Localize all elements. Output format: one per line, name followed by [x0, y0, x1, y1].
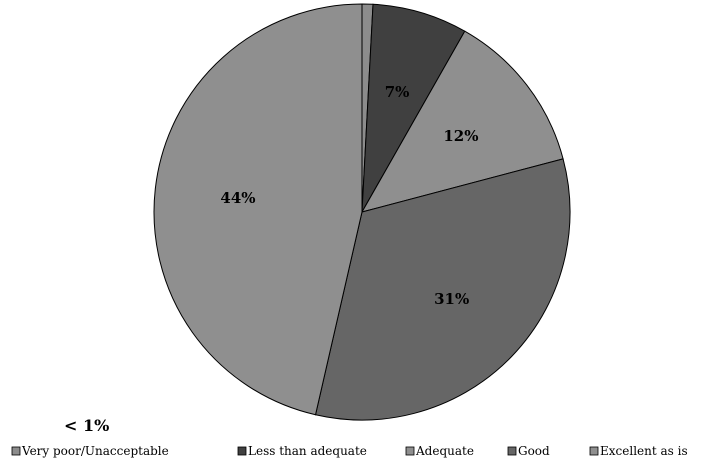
legend-label-very-poor-unacceptable: Very poor/Unacceptable [21, 444, 169, 458]
pie-slice-less-than-adequate [361, 3, 466, 213]
legend-label-excellent-as-is: Excellent as is [600, 444, 688, 458]
legend-label-adequate: Adequate [415, 444, 474, 458]
pie-slices [153, 3, 571, 421]
legend-label-less-than-adequate: Less than adequate [248, 444, 367, 458]
slice-label-excellent-as-is: 44% [220, 189, 255, 207]
slice-label-good: 31% [434, 290, 469, 308]
legend-swatch-very-poor-unacceptable [11, 446, 21, 456]
pie-slice-adequate [360, 30, 564, 213]
legend-label-good: Good [518, 444, 550, 458]
pie-slice-labels: 7% 12% 31% 44% [220, 83, 478, 308]
slice-label-adequate: 12% [443, 127, 478, 145]
small-slice-annotation: < 1% [64, 416, 109, 435]
slice-label-less-than-adequate: 7% [385, 83, 410, 101]
legend: Very poor/Unacceptable Less than adequate… [11, 444, 688, 458]
legend-swatch-good [507, 446, 517, 456]
pie-slice-excellent-as-is [153, 3, 363, 416]
legend-swatch-less-than-adequate [237, 446, 247, 456]
legend-swatch-excellent-as-is [589, 446, 599, 456]
pie-slice-good [314, 158, 571, 421]
legend-swatch-adequate [405, 446, 415, 456]
